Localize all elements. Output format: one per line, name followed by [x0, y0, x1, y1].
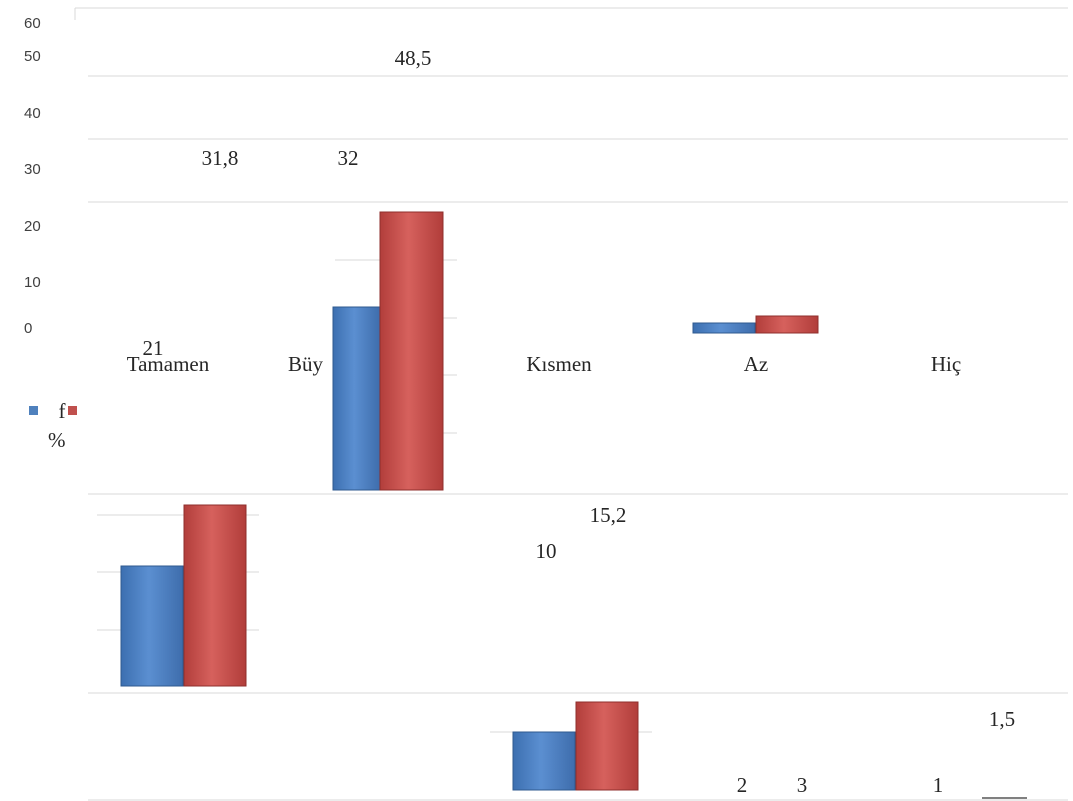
- data-label: 48,5: [395, 46, 432, 70]
- legend-label-percent: %: [48, 428, 66, 452]
- legend: f%: [29, 399, 77, 452]
- category-label: Tamamen: [127, 352, 210, 376]
- legend-swatch-f: [29, 406, 38, 415]
- data-label: 10: [536, 539, 557, 563]
- data-label: 3: [797, 773, 808, 797]
- category-label: Az: [744, 352, 769, 376]
- bar-percent-az: [755, 315, 819, 334]
- y-tick-label: 0: [24, 320, 32, 337]
- y-tick-label: 30: [24, 161, 41, 178]
- y-tick-label: 40: [24, 105, 41, 122]
- data-label: 2: [737, 773, 748, 797]
- y-tick-label: 60: [24, 15, 41, 32]
- bars: [120, 211, 819, 791]
- category-label: Kısmen: [526, 352, 592, 376]
- y-tick-label: 20: [24, 218, 41, 235]
- legend-label-f: f: [59, 399, 66, 423]
- data-label: 31,8: [202, 146, 239, 170]
- bar-f-kısmen: [512, 731, 576, 791]
- bar-f-az: [692, 322, 756, 334]
- bar-percent-büyük: [379, 211, 444, 491]
- data-label: 1: [933, 773, 944, 797]
- data-label: 21: [143, 336, 164, 360]
- bar-f-büyük: [332, 306, 381, 491]
- y-tick-label: 50: [24, 48, 41, 65]
- category-label: Hiç: [931, 352, 961, 376]
- bar-percent-tamamen: [183, 504, 247, 687]
- bar-percent-kısmen: [575, 701, 639, 791]
- data-label: 1,5: [989, 707, 1015, 731]
- data-label: 32: [338, 146, 359, 170]
- y-tick-label: 10: [24, 274, 41, 291]
- data-label: 15,2: [590, 503, 627, 527]
- legend-swatch-percent: [68, 406, 77, 415]
- bar-f-tamamen: [120, 565, 184, 687]
- category-label: Büy: [288, 352, 324, 376]
